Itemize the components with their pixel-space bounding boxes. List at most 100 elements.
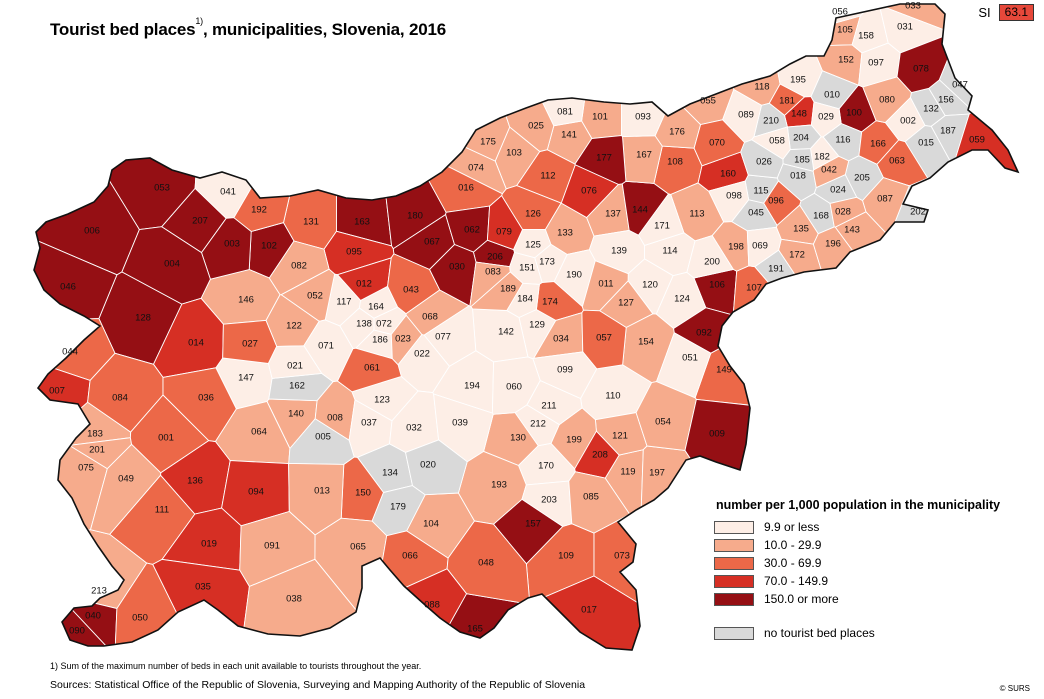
municipality-label-180: 180 bbox=[407, 211, 423, 222]
municipality-label-061: 061 bbox=[364, 363, 380, 374]
municipality-label-066: 066 bbox=[402, 551, 418, 562]
municipality-label-039: 039 bbox=[452, 418, 468, 429]
municipality-label-002: 002 bbox=[900, 116, 916, 127]
municipality-label-033: 033 bbox=[905, 1, 921, 12]
municipality-label-070: 070 bbox=[709, 138, 725, 149]
municipality-label-112: 112 bbox=[540, 171, 555, 182]
municipality-label-134: 134 bbox=[382, 468, 398, 479]
municipality-101 bbox=[581, 46, 622, 139]
municipality-label-009: 009 bbox=[709, 429, 725, 440]
municipality-label-140: 140 bbox=[288, 409, 304, 420]
municipality-028 bbox=[829, 196, 867, 228]
municipality-label-194: 194 bbox=[464, 381, 480, 392]
municipality-label-138: 138 bbox=[356, 319, 372, 330]
municipality-label-051: 051 bbox=[682, 353, 698, 364]
municipality-label-057: 057 bbox=[596, 333, 612, 344]
national-value: 63.1 bbox=[998, 4, 1034, 21]
municipality-label-203: 203 bbox=[541, 495, 557, 506]
municipality-label-166: 166 bbox=[870, 139, 886, 150]
municipality-label-004: 004 bbox=[164, 259, 180, 270]
municipality-label-211: 211 bbox=[541, 401, 556, 412]
municipality-label-103: 103 bbox=[506, 148, 522, 159]
municipality-098 bbox=[708, 180, 750, 223]
copyright: © SURS bbox=[999, 684, 1030, 693]
municipality-label-111: 111 bbox=[155, 505, 169, 516]
municipality-label-087: 087 bbox=[877, 194, 893, 205]
municipality-label-113: 113 bbox=[689, 209, 704, 220]
municipality-label-208: 208 bbox=[592, 450, 608, 461]
municipality-label-010: 010 bbox=[824, 90, 840, 101]
municipality-label-093: 093 bbox=[635, 112, 651, 123]
municipality-label-053: 053 bbox=[154, 183, 170, 194]
municipality-label-031: 031 bbox=[897, 22, 913, 33]
municipality-label-059: 059 bbox=[969, 135, 985, 146]
municipality-label-193: 193 bbox=[491, 480, 507, 491]
municipality-label-146: 146 bbox=[238, 295, 254, 306]
municipality-label-150: 150 bbox=[355, 488, 371, 499]
municipality-label-011: 011 bbox=[598, 279, 613, 290]
municipality-label-173: 173 bbox=[539, 257, 555, 268]
legend-label-3: 70.0 - 149.9 bbox=[764, 574, 829, 588]
municipality-label-200: 200 bbox=[704, 257, 720, 268]
municipality-label-036: 036 bbox=[198, 393, 214, 404]
municipality-label-213: 213 bbox=[91, 586, 107, 597]
municipality-label-100: 100 bbox=[846, 108, 862, 119]
municipality-label-187: 187 bbox=[940, 126, 956, 137]
municipality-label-125: 125 bbox=[525, 240, 541, 251]
legend-swatch-0 bbox=[714, 520, 754, 534]
municipality-label-040: 040 bbox=[85, 611, 101, 622]
municipality-label-029: 029 bbox=[818, 112, 834, 123]
municipality-label-199: 199 bbox=[566, 435, 582, 446]
municipality-label-170: 170 bbox=[538, 461, 554, 472]
municipality-label-158: 158 bbox=[858, 31, 874, 42]
municipality-171 bbox=[637, 193, 685, 246]
national-value-badge: SI 63.1 bbox=[978, 4, 1034, 21]
municipality-label-132: 132 bbox=[923, 104, 939, 115]
municipality-label-007: 007 bbox=[49, 386, 65, 397]
municipality-label-041: 041 bbox=[220, 187, 236, 198]
municipality-label-147: 147 bbox=[238, 373, 254, 384]
municipality-label-001: 001 bbox=[158, 433, 174, 444]
municipality-049 bbox=[89, 443, 162, 535]
municipality-label-127: 127 bbox=[618, 298, 634, 309]
municipality-label-082: 082 bbox=[291, 261, 307, 272]
legend-label-2: 30.0 - 69.9 bbox=[764, 556, 822, 570]
municipality-label-104: 104 bbox=[423, 519, 439, 530]
municipality-label-149: 149 bbox=[716, 365, 732, 376]
municipality-label-049: 049 bbox=[118, 474, 134, 485]
municipality-label-105: 105 bbox=[837, 25, 853, 36]
municipality-label-081: 081 bbox=[557, 107, 573, 118]
municipality-212 bbox=[514, 404, 560, 447]
municipality-label-171: 171 bbox=[654, 221, 670, 232]
municipality-label-176: 176 bbox=[669, 127, 685, 138]
municipality-label-092: 092 bbox=[696, 328, 712, 339]
municipality-label-054: 054 bbox=[655, 417, 671, 428]
municipality-label-162: 162 bbox=[289, 381, 305, 392]
municipality-label-128: 128 bbox=[135, 313, 151, 324]
municipality-label-126: 126 bbox=[525, 209, 541, 220]
municipality-label-091: 091 bbox=[264, 541, 280, 552]
municipality-label-072: 072 bbox=[376, 319, 392, 330]
municipality-label-185: 185 bbox=[794, 155, 810, 166]
municipality-label-198: 198 bbox=[728, 242, 744, 253]
municipality-label-098: 098 bbox=[726, 191, 742, 202]
municipality-label-181: 181 bbox=[779, 96, 795, 107]
legend-swatch-1 bbox=[714, 538, 754, 552]
municipality-label-135: 135 bbox=[793, 224, 809, 235]
municipality-label-069: 069 bbox=[752, 241, 768, 252]
municipality-label-110: 110 bbox=[605, 391, 620, 402]
municipality-label-206: 206 bbox=[487, 252, 503, 263]
municipality-label-207: 207 bbox=[192, 216, 208, 227]
municipality-label-047: 047 bbox=[952, 80, 968, 91]
municipality-label-073: 073 bbox=[614, 551, 630, 562]
municipality-label-124: 124 bbox=[674, 294, 690, 305]
municipality-label-094: 094 bbox=[248, 487, 264, 498]
municipality-label-202: 202 bbox=[910, 207, 926, 218]
municipality-label-067: 067 bbox=[424, 237, 440, 248]
municipality-label-037: 037 bbox=[361, 418, 377, 429]
municipality-label-077: 077 bbox=[435, 332, 451, 343]
municipality-label-186: 186 bbox=[372, 335, 388, 346]
legend-row-1: 10.0 - 29.9 bbox=[714, 536, 1000, 554]
legend-row-2: 30.0 - 69.9 bbox=[714, 554, 1000, 572]
